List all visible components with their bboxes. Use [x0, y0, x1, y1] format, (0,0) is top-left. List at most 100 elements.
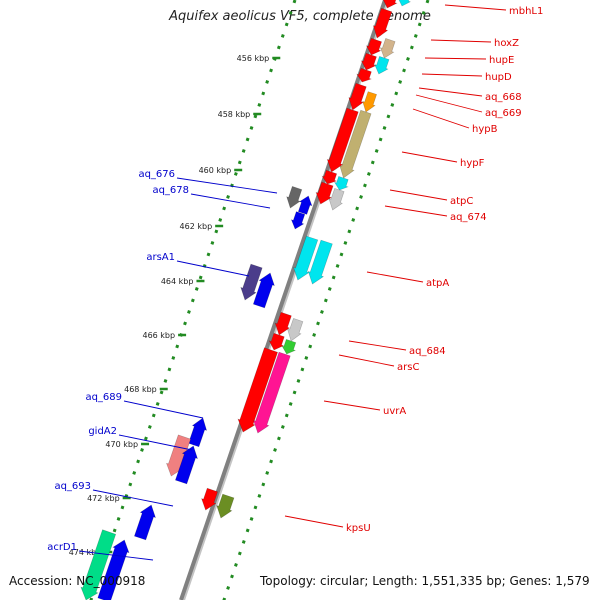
tick-dot: [214, 229, 219, 234]
gene-label-aq_684[interactable]: aq_684: [409, 346, 446, 357]
gene-label-gidA2[interactable]: gidA2: [88, 426, 117, 437]
leader-line-hypB: [412, 108, 470, 129]
leader-line-mbhL1: [444, 4, 507, 11]
gene-feature-aq_678: [297, 195, 313, 215]
leader-line-atpA: [366, 271, 424, 283]
gene-label-hupD[interactable]: hupD: [485, 72, 512, 83]
gene-feature-hoxZ: [372, 7, 393, 39]
tick-dot: [140, 448, 144, 452]
gene-feature-acrD1: [80, 529, 117, 600]
tick-dot: [296, 379, 301, 383]
tick-dot: [194, 287, 199, 291]
gene-label-hupE[interactable]: hupE: [489, 55, 514, 66]
gene-label-uvrA[interactable]: uvrA: [383, 406, 406, 417]
scale-label: 460 kbp: [199, 166, 232, 175]
gene-label-atpC[interactable]: atpC: [450, 196, 473, 207]
tick-dot: [284, 413, 289, 418]
gene-feature-hypF: [339, 109, 372, 179]
tick-dot: [175, 344, 180, 349]
tick-dot: [245, 528, 250, 533]
gene-feature-hoxZ: [356, 67, 373, 83]
tick-dot: [190, 298, 195, 303]
tick-dot: [198, 275, 203, 280]
leader-line-hupD: [421, 73, 483, 77]
leader-line-kpsU: [284, 515, 344, 528]
leader-line-gidA2: [118, 434, 193, 451]
gene-label-aq_693[interactable]: aq_693: [54, 481, 91, 492]
tick-dot: [249, 126, 254, 130]
gene-feature-aq_678: [290, 211, 306, 230]
leader-line-hoxZ: [430, 39, 492, 43]
scale-label: 458 kbp: [218, 110, 251, 119]
leader-line-aq_678: [190, 193, 271, 209]
tick-dot: [144, 436, 148, 441]
leader-line-acrD1: [78, 550, 154, 561]
gene-feature-atpA: [293, 235, 319, 281]
gene-label-aq_668[interactable]: aq_668: [485, 92, 522, 103]
tick-dot: [276, 45, 281, 50]
gene-label-atpA[interactable]: atpA: [426, 278, 449, 289]
scale-label: 462 kbp: [180, 222, 213, 231]
tick-dot: [218, 218, 223, 222]
tick-dot: [300, 367, 305, 372]
topology-label: Topology: circular; Length: 1,551,335 bp…: [260, 574, 590, 588]
leader-line-atpC: [389, 189, 448, 201]
tick-dot: [398, 80, 403, 84]
accession-label: Accession: NC_000918: [9, 574, 146, 588]
tick-dot: [343, 241, 348, 245]
tick-dot: [163, 379, 168, 383]
gene-feature-arsA1: [240, 263, 263, 301]
map-title: Aquifex aeolicus VF5, complete genome: [169, 9, 431, 24]
tick-dot: [277, 436, 281, 441]
tick-dot: [292, 0, 297, 4]
gene-label-hoxZ[interactable]: hoxZ: [494, 38, 519, 49]
gene-label-arsA1[interactable]: arsA1: [146, 252, 175, 263]
tick-dot: [288, 11, 293, 15]
tick-dot: [292, 390, 297, 395]
gene-label-kpsU[interactable]: kpsU: [346, 523, 371, 534]
gene-feature-aq_689: [175, 445, 198, 485]
gene-feature-hupE: [379, 38, 396, 59]
gene-label-arsC[interactable]: arsC: [397, 362, 419, 373]
gene-label-aq_676[interactable]: aq_676: [138, 169, 175, 180]
tick-dot: [253, 505, 258, 510]
gene-label-hypF[interactable]: hypF: [460, 158, 485, 169]
tick-dot: [425, 0, 430, 4]
leader-line-aq_676: [176, 177, 278, 194]
gene-label-acrD1[interactable]: acrD1: [47, 542, 77, 553]
tick-dot: [402, 68, 406, 73]
gene-label-aq_678[interactable]: aq_678: [152, 185, 189, 196]
tick-dot: [269, 459, 274, 464]
tick-dot: [187, 310, 191, 314]
gene-label-hypB[interactable]: hypB: [472, 124, 498, 135]
gene-labels: mbhL1 hoxZ hupE hupD aq_668 aq_669 hypB hypF atp…: [47, 4, 543, 561]
tick-dot: [331, 275, 336, 280]
tick-dot: [159, 390, 164, 395]
tick-dot: [116, 517, 121, 521]
tick-dot: [363, 183, 367, 188]
tick-dot: [280, 34, 285, 38]
tick-dot: [241, 540, 246, 544]
tick-dot: [421, 11, 426, 15]
tick-dot: [417, 22, 422, 27]
leader-line-uvrA: [323, 400, 381, 411]
gene-feature-aq_669: [360, 52, 377, 71]
tick-dot: [359, 195, 363, 199]
gene-label-aq_674[interactable]: aq_674: [450, 212, 487, 223]
gene-feature-aq_684: [281, 339, 297, 355]
gene-feature-aq_668: [365, 37, 382, 56]
leader-line-aq_669: [415, 94, 483, 113]
gene-feature-acrD1: [97, 539, 130, 600]
gene-label-mbhL1[interactable]: mbhL1: [509, 6, 543, 17]
tick-dot: [167, 367, 172, 372]
gene-feature-arsC: [268, 332, 285, 351]
gene-feature-arsC: [274, 311, 292, 336]
gene-feature-aq_669: [315, 181, 334, 205]
gene-label-aq_669[interactable]: aq_669: [485, 108, 522, 119]
gene-features: [80, 0, 412, 600]
gene-feature-aq_689: [188, 417, 208, 448]
tick-dot: [394, 91, 399, 96]
gene-feature-kpsU: [216, 493, 235, 519]
gene-label-aq_689[interactable]: aq_689: [85, 392, 122, 403]
tick-dot: [222, 206, 227, 211]
